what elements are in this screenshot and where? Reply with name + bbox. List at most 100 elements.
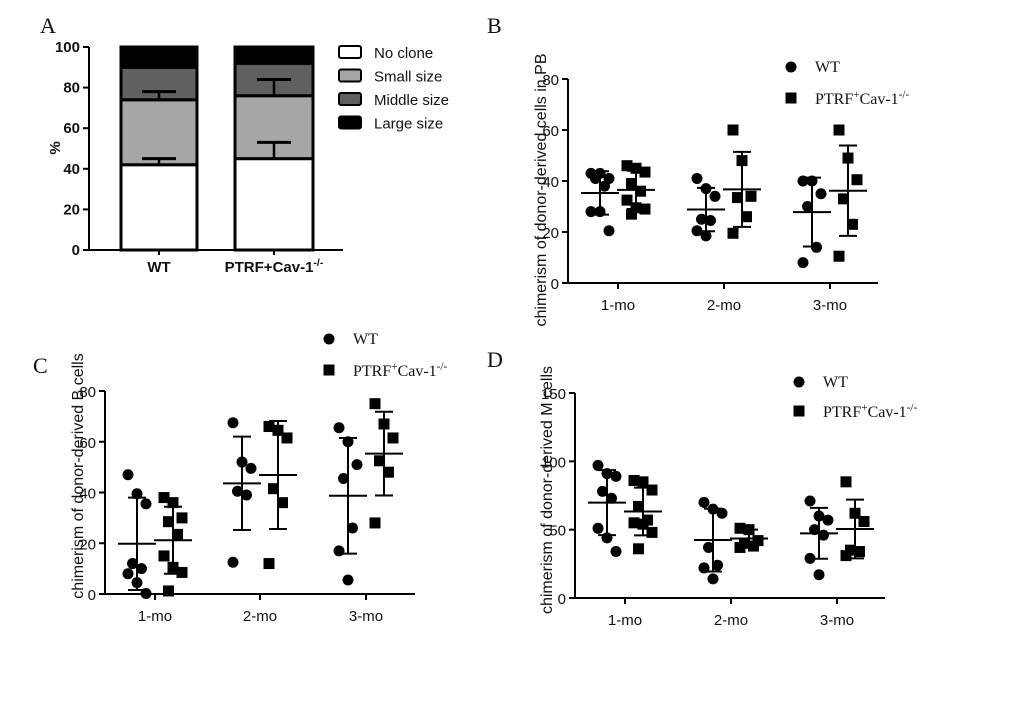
- bar-segment-large-size: [233, 45, 315, 65]
- data-point-wt: [696, 213, 707, 225]
- y-tick-label: 100: [55, 39, 80, 56]
- x-tick-label: 1-mo: [608, 612, 642, 629]
- data-point-wt: [603, 225, 615, 237]
- data-point-wt: [606, 492, 617, 504]
- data-point-wt: [804, 495, 816, 507]
- data-point-wt: [802, 201, 813, 212]
- data-point-wt: [338, 473, 349, 485]
- y-tick-label: 100: [541, 454, 566, 471]
- legend-label-wt: WT: [353, 331, 378, 348]
- data-point-wt: [342, 574, 354, 586]
- x-tick-label: 1-mo: [601, 297, 635, 314]
- data-point-ptrf: [277, 497, 288, 509]
- y-tick-label: 60: [79, 435, 96, 452]
- data-point-wt: [590, 172, 601, 184]
- data-point-ptrf: [369, 517, 381, 529]
- y-tick-label: 60: [63, 120, 80, 137]
- y-tick-label: 0: [551, 276, 559, 293]
- legend-swatch-small-size: [338, 68, 362, 83]
- data-point-wt: [597, 485, 608, 497]
- data-point-wt: [599, 180, 610, 192]
- data-point-ptrf: [263, 558, 275, 570]
- bar-segment-large-size: [119, 45, 199, 69]
- data-point-wt: [700, 230, 712, 242]
- data-point-ptrf: [158, 492, 170, 504]
- y-tick-label: 0: [558, 591, 566, 608]
- panel-a-bars: [119, 45, 315, 252]
- x-tick-label: WT: [147, 259, 170, 276]
- y-tick-label: 40: [542, 174, 559, 191]
- data-point-ptrf: [176, 566, 188, 578]
- bar-segment-small-size: [119, 98, 199, 167]
- y-tick-label: 0: [72, 242, 80, 259]
- data-point-ptrf: [263, 421, 275, 433]
- y-tick-label: 50: [549, 523, 566, 540]
- y-tick-label: 150: [541, 386, 566, 403]
- data-point-ptrf: [840, 550, 852, 562]
- data-point-wt: [122, 469, 134, 481]
- data-point-ptrf: [858, 515, 870, 527]
- data-point-ptrf: [383, 466, 394, 478]
- data-point-ptrf: [840, 476, 852, 488]
- y-tick-label: 40: [79, 486, 96, 503]
- x-tick-label: 1-mo: [138, 608, 172, 625]
- legend-label-ptrf: PTRF+Cav-1-/-: [823, 402, 918, 421]
- data-point-wt: [232, 485, 243, 497]
- data-point-wt: [333, 545, 345, 557]
- legend-swatch-large-size: [338, 115, 362, 130]
- data-point-ptrf: [734, 522, 746, 534]
- data-point-wt: [592, 522, 604, 534]
- bar-segment-no-clone: [119, 163, 199, 252]
- y-tick-label: 20: [63, 201, 80, 218]
- data-point-wt: [698, 496, 710, 508]
- data-point-ptrf: [854, 546, 865, 558]
- data-point-ptrf: [281, 432, 293, 444]
- y-tick-label: 80: [542, 72, 559, 89]
- x-tick-label: 2-mo: [714, 612, 748, 629]
- legend-label: No clone: [374, 45, 433, 62]
- data-point-wt: [610, 470, 622, 482]
- data-point-ptrf: [833, 250, 845, 262]
- data-point-wt: [705, 215, 716, 227]
- data-point-ptrf: [163, 585, 174, 597]
- data-point-ptrf: [387, 432, 399, 444]
- data-point-ptrf: [741, 211, 752, 223]
- y-tick-label: 80: [79, 384, 96, 401]
- data-point-wt: [241, 489, 252, 501]
- data-point-wt: [813, 569, 825, 581]
- legend-marker-ptrf: [793, 405, 805, 417]
- data-point-ptrf: [646, 526, 658, 538]
- y-axis-label: chimerism of donor-derived M cells: [539, 366, 556, 614]
- y-axis-label: chimerism of donor-derived cells in PB: [533, 54, 550, 327]
- data-point-ptrf: [268, 483, 279, 495]
- data-point-ptrf: [833, 124, 845, 136]
- y-axis-label: chimerism of donor-derived B cells: [70, 353, 87, 598]
- data-point-ptrf: [628, 517, 640, 529]
- panel-letter-b: B: [487, 13, 502, 38]
- data-point-ptrf: [748, 540, 759, 552]
- data-point-wt: [136, 563, 147, 575]
- legend-label-ptrf: PTRF+Cav-1-/-: [353, 361, 448, 380]
- x-tick-label: 3-mo: [349, 608, 383, 625]
- x-tick-label: PTRF+Cav-1-/-: [225, 257, 324, 276]
- y-axis-label: %: [47, 141, 64, 154]
- legend-marker-ptrf: [323, 364, 335, 376]
- x-tick-label: 3-mo: [820, 612, 854, 629]
- legend-label: Large size: [374, 116, 443, 133]
- data-point-ptrf: [626, 208, 637, 220]
- data-point-wt: [822, 514, 834, 526]
- data-point-wt: [127, 558, 138, 570]
- panel-a-legend: No clone Small size Middle size Large size: [338, 45, 449, 133]
- legend-marker-wt: [793, 376, 805, 388]
- data-point-wt: [122, 568, 134, 580]
- data-point-ptrf: [158, 550, 170, 562]
- y-tick-label: 80: [63, 80, 80, 97]
- data-point-ptrf: [374, 455, 385, 467]
- data-point-wt: [797, 257, 809, 269]
- legend-marker-ptrf: [785, 92, 797, 104]
- legend-label: Small size: [374, 69, 442, 86]
